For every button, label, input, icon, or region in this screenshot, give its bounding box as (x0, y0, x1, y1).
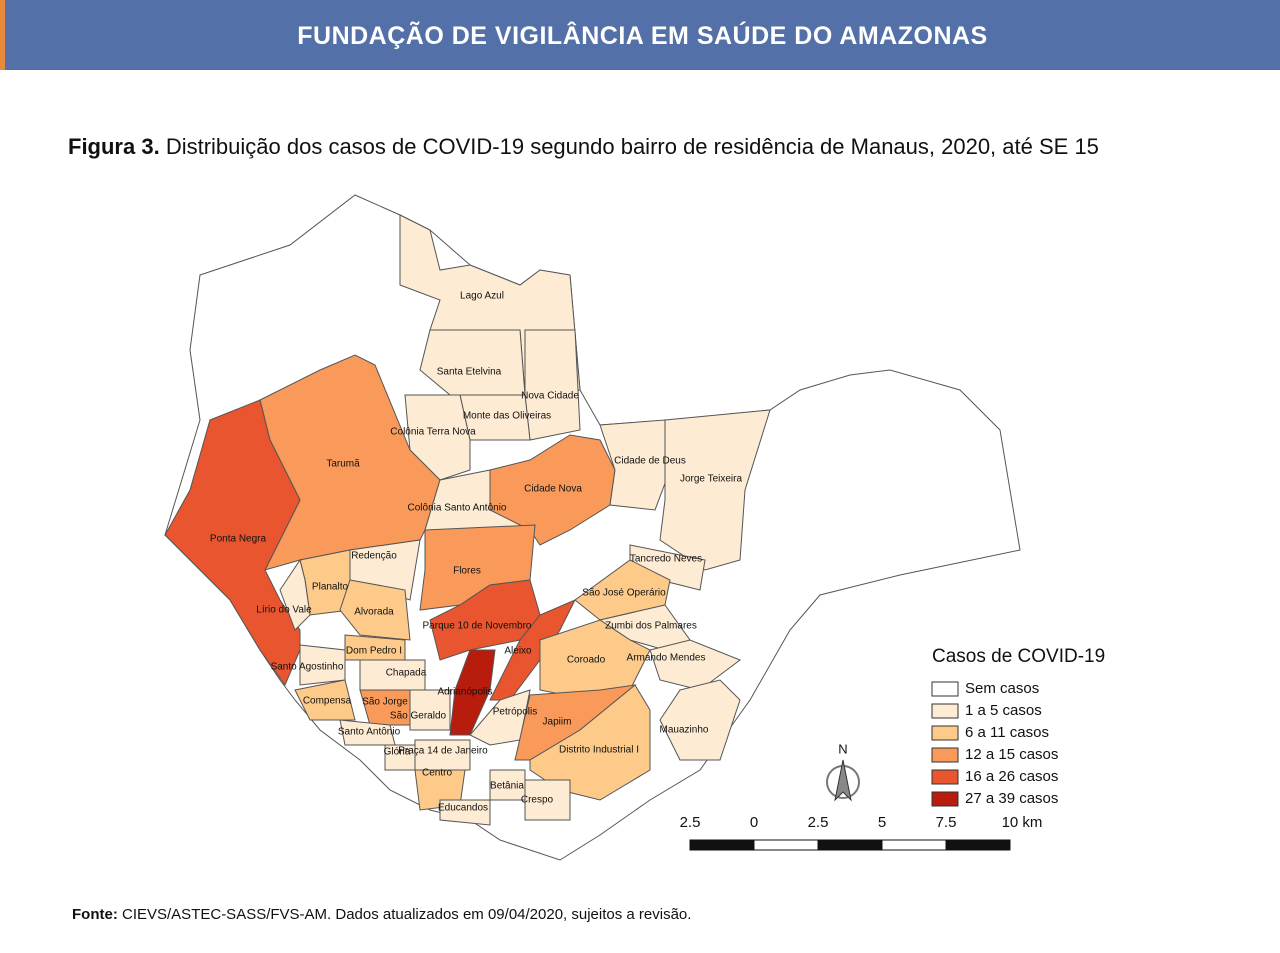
north-needle (834, 759, 852, 802)
neighborhood-area (659, 679, 741, 761)
neighborhood-label: Compensa (303, 696, 352, 707)
header: FUNDAÇÃO DE VIGILÂNCIA EM SAÚDE DO AMAZO… (0, 0, 1280, 70)
neighborhood-label: Colônia Santo Antônio (408, 503, 507, 514)
neighborhood-label: Cidade Nova (524, 484, 582, 495)
neighborhood-label: Lago Azul (460, 291, 504, 302)
neighborhood-label: São Jorge (362, 697, 408, 708)
legend-swatch (931, 703, 959, 719)
scale-segment (881, 839, 947, 851)
neighborhood-label: Armando Mendes (627, 653, 706, 664)
neighborhood-label: Dom Pedro I (346, 646, 402, 657)
neighborhood-label: Santo Agostinho (271, 662, 344, 673)
figure-caption: Figura 3. Distribuição dos casos de COVI… (68, 134, 1099, 160)
neighborhood-label: Zumbi dos Palmares (605, 621, 697, 632)
scale-segment (753, 839, 819, 851)
neighborhood-label: Petrópolis (493, 707, 537, 718)
header-title: FUNDAÇÃO DE VIGILÂNCIA EM SAÚDE DO AMAZO… (297, 22, 988, 50)
footer-label: Fonte: (72, 906, 118, 923)
neighborhood-label: Aleixo (504, 646, 532, 657)
legend-label: Sem casos (965, 680, 1039, 697)
neighborhood-label: Praça 14 de Janeiro (398, 746, 488, 757)
legend-swatch (931, 791, 959, 807)
neighborhood-label: Nova Cidade (521, 391, 579, 402)
neighborhood-label: Redenção (351, 551, 397, 562)
neighborhood-label: Distrito Industrial I (559, 745, 639, 756)
neighborhood-label: Jorge Teixeira (680, 474, 743, 485)
neighborhood-label: Ponta Negra (210, 534, 267, 545)
neighborhood-area (539, 619, 651, 701)
neighborhood-label: Flores (453, 566, 481, 577)
neighborhood-area (439, 799, 491, 826)
neighborhood-label: Japiim (543, 717, 572, 728)
legend-label: 6 a 11 casos (965, 724, 1049, 741)
figure-text: Distribuição dos casos de COVID-19 segun… (165, 134, 1099, 159)
neighborhood-label: Betânia (490, 781, 524, 792)
neighborhood-label: Santo Antônio (338, 727, 401, 738)
neighborhood-label: Mauazinho (660, 725, 709, 736)
legend-title: Casos de COVID-19 (932, 646, 1105, 667)
legend-swatch (931, 725, 959, 741)
legend-swatch (931, 681, 959, 697)
neighborhood-area (339, 579, 411, 641)
neighborhood-label: Alvorada (354, 607, 394, 618)
neighborhood-label: Cidade de Deus (614, 456, 686, 467)
neighborhood-label: Colônia Terra Nova (390, 427, 476, 438)
neighborhood-label: Tarumã (326, 459, 360, 470)
scale-segment (945, 839, 1011, 851)
neighborhood-label: São Geraldo (390, 711, 447, 722)
neighborhood-label: Coroado (567, 655, 606, 666)
neighborhood-area (279, 558, 311, 631)
scale-label: 0 (750, 814, 758, 831)
north-arrow (826, 759, 860, 802)
neighborhood-area (294, 679, 356, 721)
neighborhood-label: Tancredo Neves (630, 554, 702, 565)
legend-label: 16 a 26 casos (965, 768, 1058, 785)
north-label: N (838, 741, 847, 756)
neighborhood-label: Centro (422, 768, 452, 779)
neighborhood-area (649, 639, 742, 691)
neighborhood-label: Educandos (438, 803, 488, 814)
neighborhood-area (414, 739, 471, 771)
scale-label: 2.5 (680, 814, 701, 831)
scale-label: 5 (878, 814, 886, 831)
scale-segment (817, 839, 883, 851)
neighborhood-label: Monte das Oliveiras (463, 411, 551, 422)
figure-label: Figura 3. (68, 134, 160, 159)
neighborhood-label: Crespo (521, 795, 554, 806)
neighborhood-area (409, 689, 451, 731)
neighborhood-label: Glória (384, 747, 411, 758)
map: Lago Azul Santa Etelvina Nova Cidade Monte … (164, 194, 1105, 861)
neighborhood-label: Chapada (386, 668, 427, 679)
scale-segment (689, 839, 755, 851)
neighborhood-labels: Lago Azul Santa Etelvina Nova Cidade Monte … (210, 291, 743, 814)
footer: Fonte: CIEVS/ASTEC-SASS/FVS-AM. Dados at… (72, 906, 691, 923)
neighborhood-area (524, 329, 581, 441)
legend-swatch (931, 769, 959, 785)
legend-label: 12 a 15 casos (965, 746, 1058, 763)
neighborhood-area (629, 544, 706, 591)
neighborhood-label: Santa Etelvina (437, 367, 502, 378)
neighborhood-label: Lírio do Vale (256, 605, 312, 616)
neighborhood-area (524, 779, 571, 821)
legend-label: 1 a 5 casos (965, 702, 1042, 719)
scale-label: 7.5 (936, 814, 957, 831)
footer-text: CIEVS/ASTEC-SASS/FVS-AM. Dados atualizad… (122, 906, 692, 923)
neighborhood-area (529, 684, 651, 801)
scale-label: 10 km (1002, 814, 1043, 831)
neighborhood-label: Parque 10 de Novembro (423, 621, 532, 632)
legend-label: 27 a 39 casos (965, 790, 1058, 807)
neighborhood-label: Adrianópolis (437, 687, 492, 698)
neighborhood-label: Planalto (312, 582, 349, 593)
neighborhood-areas (164, 214, 771, 826)
neighborhood-area (574, 559, 671, 621)
legend-swatch (931, 747, 959, 763)
scale-label: 2.5 (808, 814, 829, 831)
neighborhood-label: São José Operário (582, 588, 666, 599)
neighborhood-area (659, 409, 771, 571)
neighborhood-area (424, 469, 531, 531)
